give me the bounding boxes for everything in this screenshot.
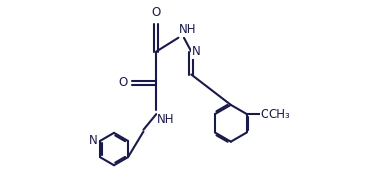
Text: O: O: [152, 6, 161, 19]
Text: N: N: [192, 45, 201, 58]
Text: O: O: [118, 76, 127, 89]
Text: NH: NH: [157, 113, 175, 126]
Text: NH: NH: [179, 23, 197, 36]
Text: O: O: [261, 108, 270, 121]
Text: N: N: [89, 135, 98, 147]
Text: CH₃: CH₃: [268, 108, 290, 121]
